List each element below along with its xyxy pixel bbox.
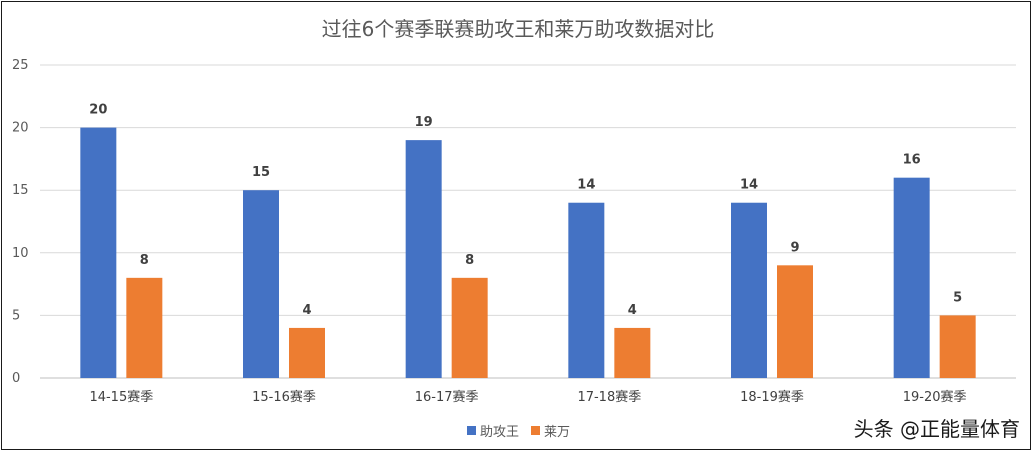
y-tick-label: 5 [12, 308, 20, 323]
bar-series-1 [731, 202, 767, 378]
data-label: 8 [140, 253, 149, 268]
bar-series-2 [777, 265, 813, 378]
x-category-label: 19-20赛季 [903, 389, 967, 405]
data-label: 9 [790, 240, 799, 255]
y-tick-label: 25 [12, 58, 29, 73]
bars [80, 127, 976, 378]
data-label: 4 [628, 303, 637, 318]
data-label: 20 [89, 103, 107, 118]
x-category-label: 14-15赛季 [89, 389, 153, 405]
y-tick-label: 10 [12, 246, 29, 261]
bar-series-1 [243, 190, 279, 378]
watermark-text: 头条 @正能量体育 [854, 417, 1020, 441]
data-label: 14 [577, 178, 595, 193]
legend-label: 莱万 [544, 425, 570, 440]
bar-series-2 [451, 277, 488, 378]
data-label: 16 [903, 153, 921, 168]
bar-series-1 [405, 140, 442, 378]
data-label: 14 [740, 178, 758, 193]
bar-series-2 [614, 327, 651, 378]
bar-series-1 [568, 202, 605, 378]
bar-series-2 [289, 327, 325, 378]
x-category-label: 16-17赛季 [415, 389, 479, 405]
legend-swatch [467, 426, 476, 435]
x-category-label: 18-19赛季 [740, 389, 804, 405]
gridlines [40, 64, 1016, 379]
y-tick-label: 0 [12, 371, 20, 386]
x-category-label: 17-18赛季 [577, 389, 641, 405]
y-tick-label: 20 [12, 121, 29, 136]
x-axis-categories: 14-15赛季 15-16赛季 16-17赛季 17-18赛季 18-19赛季 19-20… [89, 389, 966, 405]
data-label: 15 [252, 165, 270, 180]
chart-title: 过往6个赛季联赛助攻王和莱万助攻数据对比 [322, 17, 715, 41]
data-labels: 20 8 15 4 19 8 14 4 14 9 16 5 [89, 103, 962, 318]
data-label: 8 [465, 253, 474, 268]
y-tick-label: 15 [12, 183, 29, 198]
y-axis-ticks: 0 5 10 15 20 25 [12, 58, 29, 386]
legend: 助攻王 莱万 [467, 425, 570, 440]
legend-swatch [531, 426, 540, 435]
x-category-label: 15-16赛季 [252, 389, 316, 405]
bar-series-1 [80, 127, 117, 378]
data-label: 5 [953, 290, 962, 305]
bar-series-1 [893, 177, 930, 378]
data-label: 19 [415, 115, 433, 130]
bar-series-2 [939, 315, 976, 378]
data-label: 4 [302, 303, 311, 318]
legend-label: 助攻王 [480, 425, 519, 440]
bar-series-2 [126, 277, 163, 378]
